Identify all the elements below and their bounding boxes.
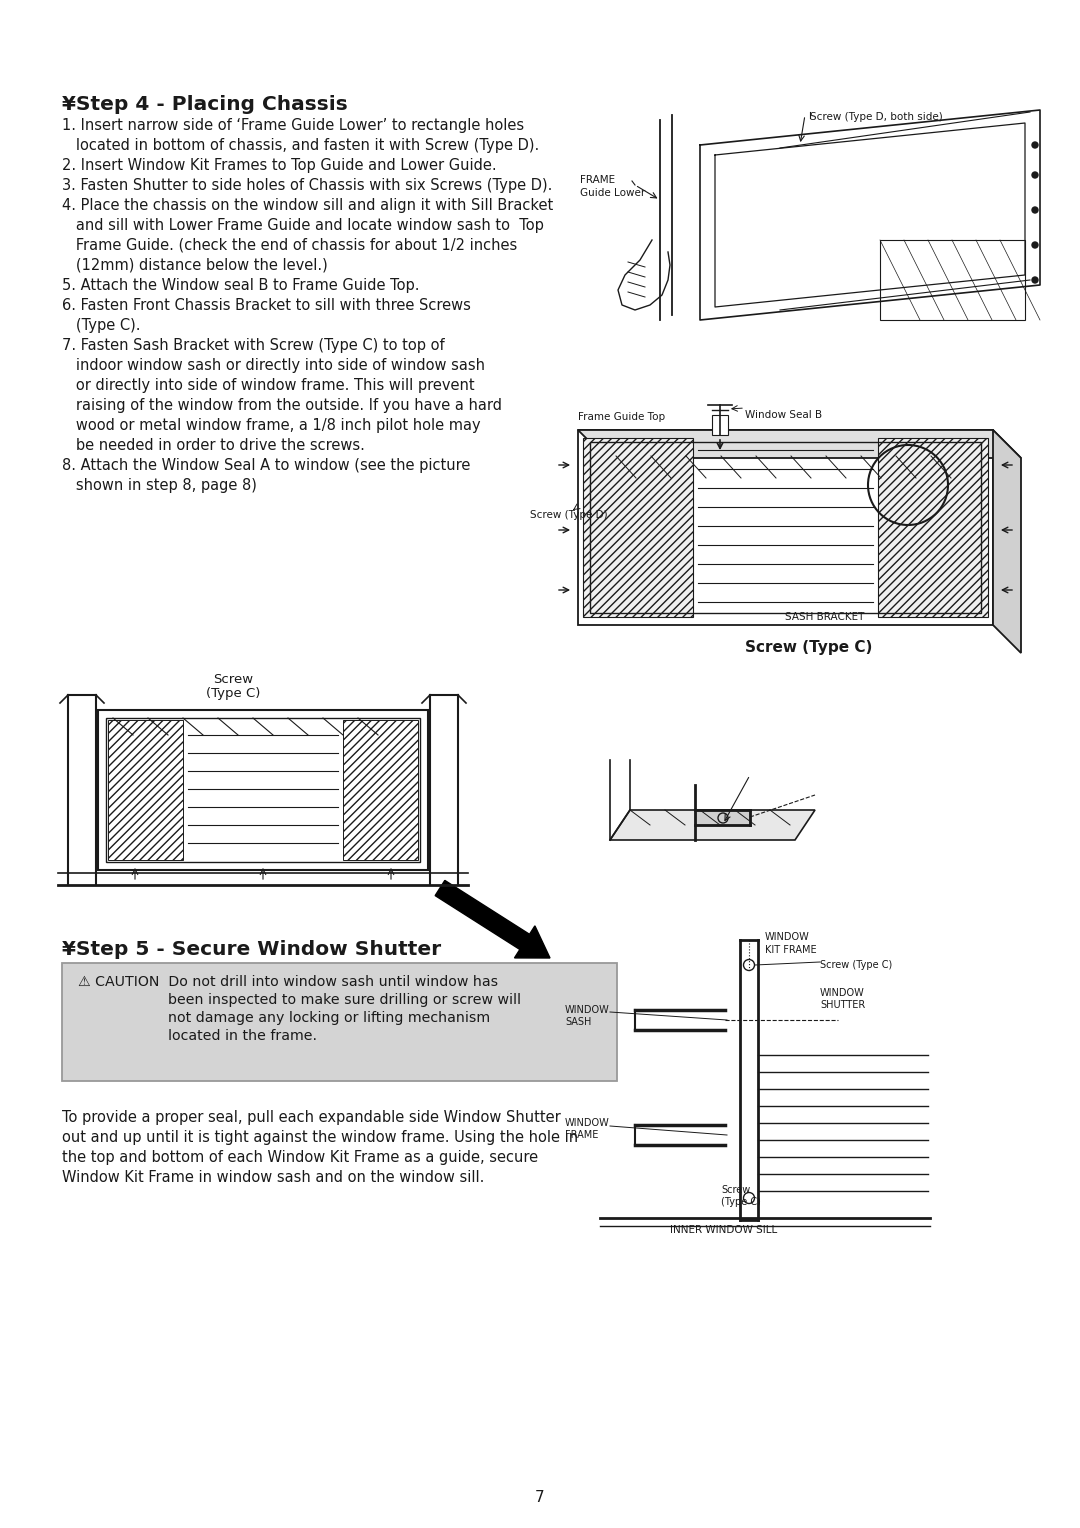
Text: (Type C): (Type C) [721,1196,761,1207]
Text: ⚠ CAUTION  Do not drill into window sash until window has: ⚠ CAUTION Do not drill into window sash … [78,975,498,989]
Bar [712,416,728,435]
Text: 5. Attach the Window seal B to Frame Guide Top.: 5. Attach the Window seal B to Frame Gui… [62,278,419,293]
Text: KIT FRAME: KIT FRAME [765,944,816,955]
Circle shape [1032,206,1038,212]
Text: Window Kit Frame in window sash and on the window sill.: Window Kit Frame in window sash and on t… [62,1170,484,1186]
Text: 1. Insert narrow side of ‘Frame Guide Lower’ to rectangle holes: 1. Insert narrow side of ‘Frame Guide Lo… [62,118,524,133]
Text: Frame Guide. (check the end of chassis for about 1/2 inches: Frame Guide. (check the end of chassis f… [62,238,517,254]
Bar [878,439,988,617]
Circle shape [1032,277,1038,283]
Circle shape [1032,142,1038,148]
Text: indoor window sash or directly into side of window sash: indoor window sash or directly into side… [62,358,485,373]
Text: and sill with Lower Frame Guide and locate window sash to  Top: and sill with Lower Frame Guide and loca… [62,219,544,232]
Text: ¥Step 5 - Secure Window Shutter: ¥Step 5 - Secure Window Shutter [62,940,441,960]
Text: (12mm) distance below the level.): (12mm) distance below the level.) [62,258,327,274]
Text: raising of the window from the outside. If you have a hard: raising of the window from the outside. … [62,397,502,413]
Bar [590,442,981,613]
Text: or directly into side of window frame. This will prevent: or directly into side of window frame. T… [62,377,474,393]
Bar [696,810,750,825]
Text: located in bottom of chassis, and fasten it with Screw (Type D).: located in bottom of chassis, and fasten… [62,138,539,153]
Text: not damage any locking or lifting mechanism: not damage any locking or lifting mechan… [78,1012,490,1025]
Bar [880,240,1025,319]
Text: INNER WINDOW SILL: INNER WINDOW SILL [670,1225,778,1235]
Text: SHUTTER: SHUTTER [820,999,865,1010]
Text: Screw (Type C): Screw (Type C) [820,960,892,970]
Bar [583,439,693,617]
Text: been inspected to make sure drilling or screw will: been inspected to make sure drilling or … [78,993,521,1007]
Text: Window Seal B: Window Seal B [745,410,822,420]
Text: out and up until it is tight against the window frame. Using the hole in: out and up until it is tight against the… [62,1131,578,1144]
Text: 7. Fasten Sash Bracket with Screw (Type C) to top of: 7. Fasten Sash Bracket with Screw (Type … [62,338,445,353]
Bar [98,711,428,869]
Text: SASH BRACKET: SASH BRACKET [785,613,864,622]
Text: the top and bottom of each Window Kit Frame as a guide, secure: the top and bottom of each Window Kit Fr… [62,1151,538,1164]
Text: To provide a proper seal, pull each expandable side Window Shutter: To provide a proper seal, pull each expa… [62,1109,561,1125]
Text: Screw: Screw [213,672,253,686]
Bar [62,963,617,1080]
FancyArrow shape [435,880,550,958]
Text: WINDOW: WINDOW [565,1118,610,1128]
Text: 3. Fasten Shutter to side holes of Chassis with six Screws (Type D).: 3. Fasten Shutter to side holes of Chass… [62,177,552,193]
Text: 6. Fasten Front Chassis Bracket to sill with three Screws: 6. Fasten Front Chassis Bracket to sill … [62,298,471,313]
Text: Screw (Type D): Screw (Type D) [530,510,608,520]
Text: (Type C).: (Type C). [62,318,140,333]
Text: shown in step 8, page 8): shown in step 8, page 8) [62,478,257,494]
Text: SASH: SASH [565,1018,592,1027]
Text: Screw: Screw [721,1186,751,1195]
Circle shape [1032,241,1038,248]
Bar [343,720,418,860]
Bar [106,718,420,862]
Polygon shape [578,429,1021,458]
Text: 7: 7 [536,1490,544,1505]
Text: (Type C): (Type C) [206,688,260,700]
Text: ¥Step 4 - Placing Chassis: ¥Step 4 - Placing Chassis [62,95,348,115]
Text: wood or metal window frame, a 1/8 inch pilot hole may: wood or metal window frame, a 1/8 inch p… [62,419,481,432]
Text: WINDOW: WINDOW [820,989,865,998]
Text: FRAME: FRAME [565,1131,598,1140]
Text: WINDOW: WINDOW [565,1005,610,1015]
Text: FRAME: FRAME [580,176,616,185]
Text: located in the frame.: located in the frame. [78,1028,318,1044]
Text: Screw (Type C): Screw (Type C) [745,640,873,656]
Circle shape [1032,173,1038,177]
Text: Screw (Type D, both side): Screw (Type D, both side) [810,112,943,122]
Bar [578,429,993,625]
Bar [108,720,183,860]
Text: 8. Attach the Window Seal A to window (see the picture: 8. Attach the Window Seal A to window (s… [62,458,471,474]
Text: Guide Lower: Guide Lower [580,188,645,199]
Text: Frame Guide Top: Frame Guide Top [578,413,665,422]
Text: 4. Place the chassis on the window sill and align it with Sill Bracket: 4. Place the chassis on the window sill … [62,199,553,212]
Text: 2. Insert Window Kit Frames to Top Guide and Lower Guide.: 2. Insert Window Kit Frames to Top Guide… [62,157,497,173]
Polygon shape [993,429,1021,652]
Text: WINDOW: WINDOW [765,932,810,941]
Text: be needed in order to drive the screws.: be needed in order to drive the screws. [62,439,365,452]
Polygon shape [610,810,815,840]
